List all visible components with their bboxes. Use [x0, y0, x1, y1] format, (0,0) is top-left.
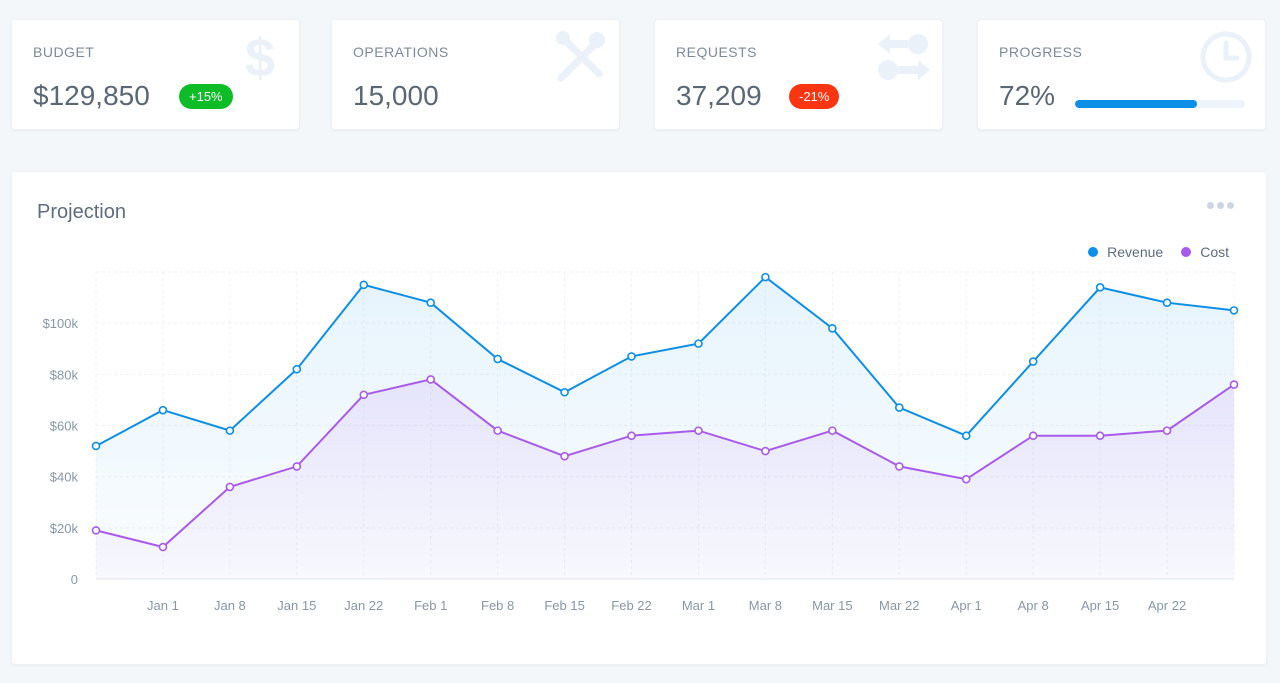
- legend-item-revenue[interactable]: Revenue: [1088, 244, 1163, 260]
- progress-label: PROGRESS: [999, 44, 1083, 60]
- budget-change-badge: +15%: [179, 84, 233, 109]
- requests-change-badge: -21%: [789, 84, 840, 109]
- y-axis-ticks: 0 $20k $40k $60k $80k $100k: [43, 316, 79, 587]
- point-cost: [694, 426, 703, 435]
- point-cost: [292, 462, 302, 471]
- y-tick-label: $40k: [50, 470, 79, 485]
- x-tick-label: Mar 22: [879, 598, 919, 613]
- point-revenue: [359, 280, 369, 290]
- tools-icon: [556, 31, 605, 82]
- chart-lines: [95, 275, 1235, 549]
- point-revenue: [426, 298, 436, 307]
- point-cost: [158, 542, 168, 552]
- chart-areas: [96, 277, 1234, 579]
- line-cost: [95, 378, 1235, 549]
- requests-value: 37,209: [676, 80, 762, 111]
- chart-title: Projection: [37, 201, 126, 223]
- point-revenue: [560, 387, 569, 397]
- point-cost: [1162, 426, 1172, 435]
- clock-icon: [1200, 31, 1252, 83]
- x-tick-label: Feb 1: [414, 598, 447, 613]
- point-revenue: [1028, 357, 1038, 366]
- budget-label: BUDGET: [33, 44, 95, 60]
- point-revenue: [91, 441, 101, 451]
- chart-legend: Revenue Cost: [1088, 244, 1229, 260]
- point-cost: [560, 451, 569, 461]
- projection-chart-card: Projection Revenue Cost 0 $20k $40k $60k $80…: [11, 171, 1267, 665]
- y-tick-label: $60k: [50, 419, 79, 434]
- legend-label-revenue: Revenue: [1107, 244, 1164, 260]
- legend-label-cost: Cost: [1200, 244, 1229, 260]
- progress-value: 72%: [999, 80, 1056, 111]
- operations-value: 15,000: [353, 80, 439, 111]
- operations-card: OPERATIONS 15,000: [331, 19, 620, 130]
- transfer-icon: [878, 34, 930, 80]
- x-tick-label: Apr 1: [951, 598, 982, 613]
- requests-card: REQUESTS 37,209 -21%: [654, 19, 943, 130]
- point-cost: [225, 482, 235, 492]
- y-tick-label: $100k: [43, 316, 79, 331]
- x-tick-label: Apr 22: [1148, 598, 1186, 613]
- x-tick-label: Feb 22: [611, 598, 651, 613]
- area-cost: [96, 379, 1234, 579]
- point-revenue: [894, 403, 904, 412]
- x-tick-label: Mar 1: [682, 598, 715, 613]
- point-cost: [1095, 431, 1105, 441]
- budget-card: BUDGET $129,850 +15% $: [11, 19, 300, 130]
- x-tick-label: Apr 8: [1018, 598, 1049, 613]
- requests-label: REQUESTS: [676, 44, 758, 60]
- point-cost: [1028, 431, 1038, 441]
- budget-value: $129,850: [33, 80, 150, 111]
- point-cost: [91, 526, 101, 535]
- point-revenue: [828, 323, 837, 333]
- svg-text:$: $: [245, 28, 275, 86]
- point-revenue: [1095, 283, 1105, 292]
- point-cost: [828, 426, 837, 435]
- point-revenue: [694, 339, 703, 348]
- point-revenue: [493, 354, 502, 364]
- legend-dot-cost: [1181, 247, 1192, 257]
- point-revenue: [292, 364, 302, 374]
- operations-label: OPERATIONS: [353, 44, 449, 60]
- x-tick-label: Apr 15: [1081, 598, 1119, 613]
- point-revenue: [961, 431, 971, 441]
- legend-item-cost[interactable]: Cost: [1181, 244, 1229, 260]
- x-tick-label: Feb 8: [481, 598, 514, 613]
- projection-chart: 0$20k$40k$60k$80k$100k Jan 1 Jan 8 Jan 15 J…: [43, 271, 1239, 613]
- point-cost: [961, 474, 971, 484]
- x-tick-label: Jan 15: [277, 598, 316, 613]
- point-cost: [359, 390, 369, 400]
- progress-bar-fill: [1075, 100, 1198, 108]
- legend-dot-revenue: [1088, 247, 1099, 257]
- y-tick-label: $80k: [50, 367, 79, 382]
- dollar-icon: $: [245, 28, 275, 86]
- x-tick-label: Jan 1: [147, 598, 179, 613]
- point-cost: [761, 446, 770, 456]
- point-revenue: [158, 405, 168, 415]
- line-revenue: [95, 275, 1235, 447]
- x-tick-label: Feb 15: [544, 598, 584, 613]
- point-cost: [627, 431, 636, 441]
- y-tick-label: 0: [71, 572, 78, 587]
- point-cost: [1229, 380, 1239, 389]
- chart-points: [91, 272, 1239, 552]
- x-tick-label: Jan 8: [214, 598, 246, 613]
- point-cost: [426, 375, 436, 384]
- y-tick-label: $20k: [50, 521, 79, 536]
- progress-card: PROGRESS 72%: [977, 19, 1266, 130]
- point-revenue: [761, 272, 770, 282]
- point-revenue: [1229, 306, 1239, 315]
- point-cost: [493, 426, 502, 435]
- x-tick-label: Mar 8: [749, 598, 782, 613]
- point-revenue: [1162, 298, 1172, 307]
- x-tick-label: Jan 22: [344, 598, 383, 613]
- point-cost: [894, 462, 904, 471]
- progress-bar: [1075, 100, 1245, 108]
- x-axis-ticks: Jan 1 Jan 8 Jan 15 Jan 22 Feb 1 Feb 8 Feb 15 Fe…: [147, 598, 1186, 613]
- point-revenue: [225, 426, 235, 435]
- more-horizontal-icon[interactable]: [1207, 196, 1241, 212]
- point-revenue: [627, 352, 636, 361]
- x-tick-label: Mar 15: [812, 598, 852, 613]
